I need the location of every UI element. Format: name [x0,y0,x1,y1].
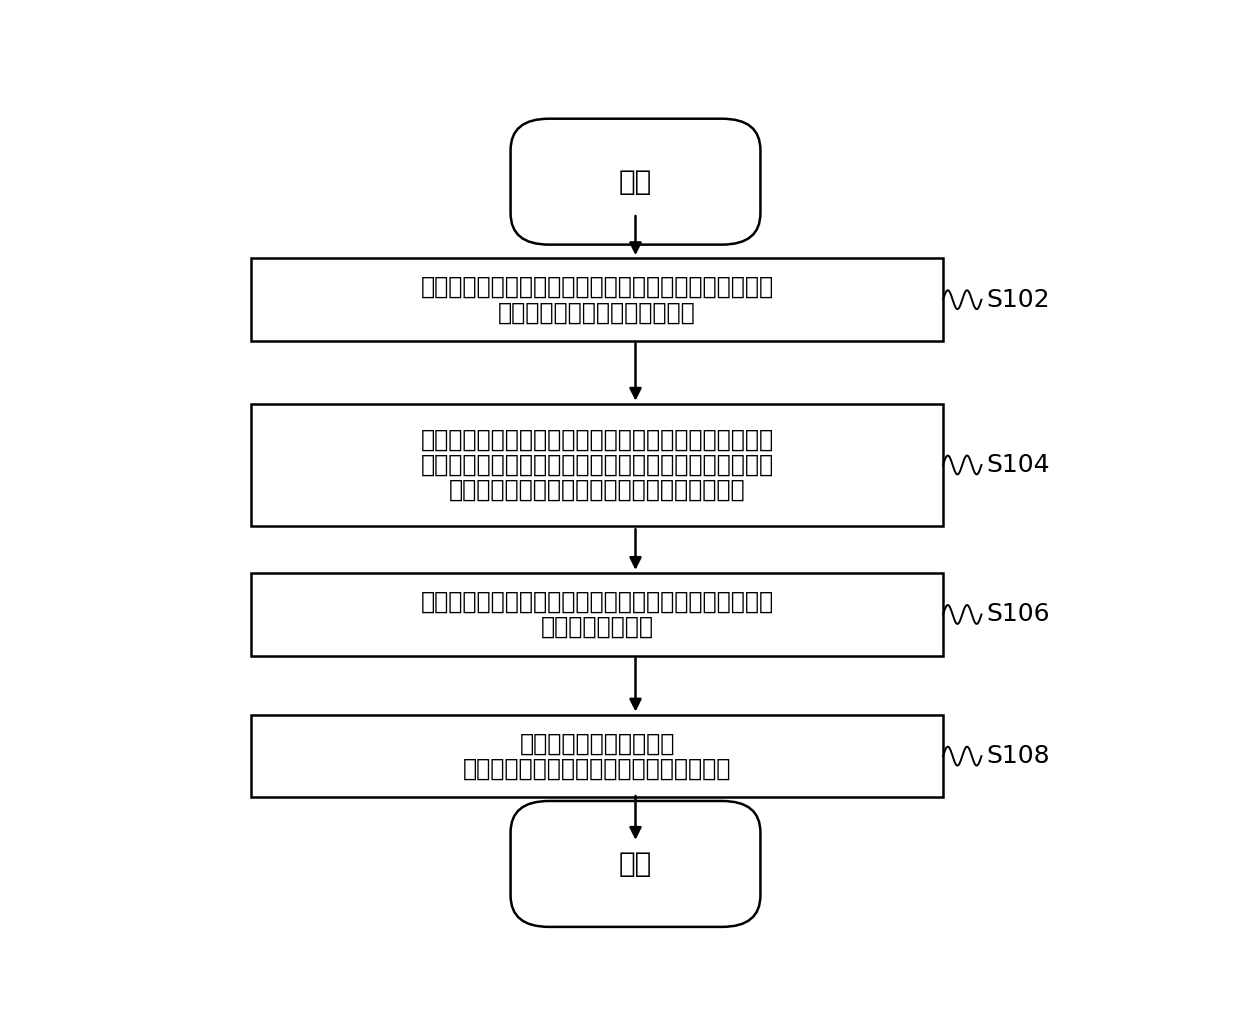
FancyBboxPatch shape [511,801,760,927]
Text: 结束: 结束 [619,850,652,878]
Text: 将纯净信号的测试数据集输入到分类模型中，获取纯净信: 将纯净信号的测试数据集输入到分类模型中，获取纯净信 [420,590,774,614]
Text: 以得到有效信号，从有效信号中筛选出纯净信号: 以得到有效信号，从有效信号中筛选出纯净信号 [449,478,745,502]
FancyBboxPatch shape [250,573,944,656]
FancyBboxPatch shape [250,404,944,526]
Text: S106: S106 [986,603,1050,626]
Text: 号的精度评价参数: 号的精度评价参数 [541,615,653,639]
Text: 获取含冷痛信息的脑电信号作为目标信号，将目标信号进: 获取含冷痛信息的脑电信号作为目标信号，将目标信号进 [420,275,774,299]
Text: 根据时频图确定有效特征，构造有效特征对应的模态分量: 根据时频图确定有效特征，构造有效特征对应的模态分量 [420,453,774,477]
FancyBboxPatch shape [250,259,944,341]
Text: 行迭代降噪以得到纯净模态分量: 行迭代降噪以得到纯净模态分量 [498,300,696,324]
Text: 开始: 开始 [619,168,652,195]
Text: 纯净信号的检测精度评价: 纯净信号的检测精度评价 [520,732,675,755]
Text: S108: S108 [986,744,1050,769]
Text: S102: S102 [986,288,1050,312]
FancyBboxPatch shape [250,714,944,797]
FancyBboxPatch shape [511,119,760,244]
Text: S104: S104 [986,453,1050,477]
Text: 参数满足精度需求确定纯净信号为合格信号: 参数满足精度需求确定纯净信号为合格信号 [463,756,732,781]
Text: 对纯净模态分量进行短时傅立叶时频分析以得到时频图，: 对纯净模态分量进行短时傅立叶时频分析以得到时频图， [420,428,774,452]
